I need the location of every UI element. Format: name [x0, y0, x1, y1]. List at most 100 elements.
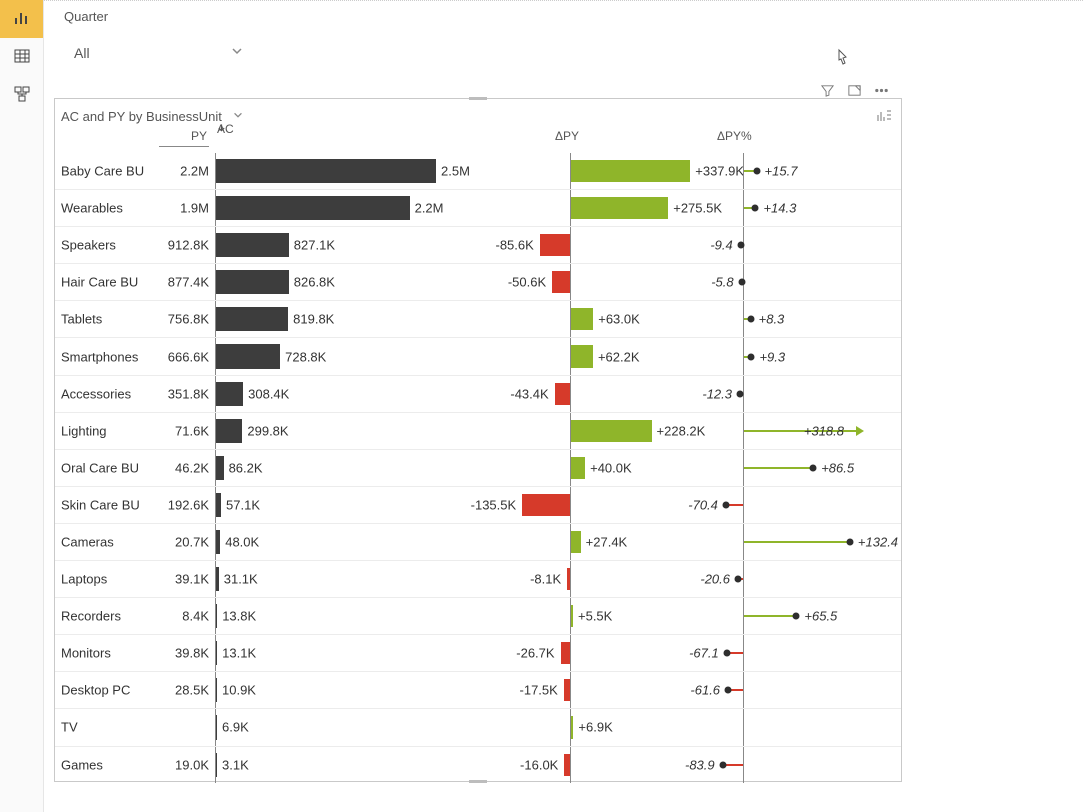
ac-bar[interactable]: [216, 196, 410, 220]
py-value: 912.8K: [149, 238, 209, 253]
visual-title-text: AC and PY by BusinessUnit: [61, 109, 222, 124]
focus-mode-icon[interactable]: [847, 83, 862, 101]
row-name: Skin Care BU: [61, 497, 161, 512]
model-icon: [13, 85, 31, 106]
row-name: Smartphones: [61, 349, 161, 364]
dpy-bar[interactable]: [567, 568, 570, 590]
chart-visual[interactable]: AC and PY by BusinessUnit PY AC ΔPY ΔPY%…: [54, 98, 902, 782]
ac-bar[interactable]: [216, 382, 243, 406]
pct-label: +318.8: [804, 423, 844, 438]
pct-cell: +65.5: [705, 598, 895, 634]
dpy-bar[interactable]: [522, 494, 570, 516]
dpy-bar[interactable]: [571, 457, 585, 479]
dpy-bar[interactable]: [571, 716, 573, 738]
table-row: Speakers912.8K827.1K-85.6K-9.4: [55, 226, 901, 263]
ac-bar[interactable]: [216, 715, 217, 739]
pct-label: -20.6: [700, 572, 730, 587]
dpy-bar[interactable]: [564, 679, 570, 701]
ac-bar[interactable]: [216, 530, 220, 554]
switch-presentation-icon[interactable]: [875, 107, 893, 128]
dpy-cell: -8.1K: [480, 561, 700, 597]
dpy-bar[interactable]: [571, 160, 690, 182]
row-name: Wearables: [61, 201, 161, 216]
header-dpy[interactable]: ΔPY: [555, 129, 579, 143]
dpy-cell: -26.7K: [480, 635, 700, 671]
ac-cell: 31.1K: [215, 561, 455, 597]
pct-dot: [725, 687, 732, 694]
slicer-value: All: [74, 45, 90, 61]
py-value: 39.1K: [149, 572, 209, 587]
pct-label: -9.4: [710, 238, 732, 253]
ac-cell: 3.1K: [215, 747, 455, 783]
ac-bar[interactable]: [216, 493, 221, 517]
dpy-bar[interactable]: [571, 197, 668, 219]
chevron-down-icon: [230, 44, 244, 61]
row-name: Speakers: [61, 238, 161, 253]
dpy-bar[interactable]: [564, 754, 570, 776]
table-row: Laptops39.1K31.1K-8.1K-20.6: [55, 560, 901, 597]
ac-bar[interactable]: [216, 159, 436, 183]
dpy-cell: -50.6K: [480, 264, 700, 300]
ac-cell: 2.5M: [215, 153, 455, 189]
dpy-bar[interactable]: [571, 605, 573, 627]
py-value: 192.6K: [149, 497, 209, 512]
ac-cell: 13.8K: [215, 598, 455, 634]
dpy-bar[interactable]: [571, 531, 581, 553]
header-py[interactable]: PY: [191, 129, 207, 143]
row-name: Cameras: [61, 534, 161, 549]
ac-bar[interactable]: [216, 567, 219, 591]
pct-cell: -70.4: [705, 487, 895, 523]
ac-cell: 13.1K: [215, 635, 455, 671]
dpy-bar[interactable]: [555, 383, 570, 405]
ac-label: 827.1K: [294, 238, 335, 253]
pct-dot: [738, 279, 745, 286]
header-dpy-pct[interactable]: ΔPY%: [717, 129, 752, 143]
cursor-icon: [833, 48, 851, 73]
py-value: 8.4K: [149, 609, 209, 624]
ac-bar[interactable]: [216, 641, 217, 665]
pct-dot: [753, 168, 760, 175]
table-row: Wearables1.9M2.2M+275.5K+14.3: [55, 189, 901, 226]
ac-bar[interactable]: [216, 456, 224, 480]
ac-label: 48.0K: [225, 534, 259, 549]
ac-bar[interactable]: [216, 678, 217, 702]
ac-bar[interactable]: [216, 233, 289, 257]
dpy-bar[interactable]: [561, 642, 570, 664]
dpy-bar[interactable]: [552, 271, 570, 293]
py-value: 2.2M: [149, 164, 209, 179]
pct-cell: +318.8: [705, 413, 895, 449]
dpy-label: -135.5K: [471, 497, 517, 512]
ac-bar[interactable]: [216, 419, 242, 443]
table-row: TV6.9K+6.9K: [55, 708, 901, 745]
more-options-icon[interactable]: [874, 83, 889, 101]
dpy-bar[interactable]: [571, 345, 593, 367]
ac-bar[interactable]: [216, 270, 289, 294]
ac-bar[interactable]: [216, 344, 280, 368]
dpy-bar[interactable]: [571, 420, 652, 442]
ac-bar[interactable]: [216, 604, 217, 628]
dpy-cell: -16.0K: [480, 747, 700, 783]
row-name: Monitors: [61, 646, 161, 661]
dpy-bar[interactable]: [571, 308, 593, 330]
py-value: 756.8K: [149, 312, 209, 327]
ac-bar[interactable]: [216, 307, 288, 331]
dpy-bar[interactable]: [540, 234, 570, 256]
table-row: Cameras20.7K48.0K+27.4K+132.4: [55, 523, 901, 560]
filter-icon[interactable]: [820, 83, 835, 101]
ac-bar[interactable]: [216, 753, 217, 777]
nav-report-view[interactable]: [0, 0, 43, 38]
dpy-cell: +27.4K: [480, 524, 700, 560]
nav-model-view[interactable]: [0, 76, 43, 114]
nav-data-view[interactable]: [0, 38, 43, 76]
ac-cell: 827.1K: [215, 227, 455, 263]
overflow-arrow-icon: [856, 426, 864, 436]
ac-cell: 826.8K: [215, 264, 455, 300]
pct-label: -67.1: [689, 646, 719, 661]
ac-cell: 57.1K: [215, 487, 455, 523]
pct-dot: [752, 205, 759, 212]
left-nav-rail: [0, 0, 44, 812]
py-value: 28.5K: [149, 683, 209, 698]
pct-cell: +86.5: [705, 450, 895, 486]
pct-label: +8.3: [759, 312, 785, 327]
quarter-slicer[interactable]: All: [64, 38, 254, 67]
